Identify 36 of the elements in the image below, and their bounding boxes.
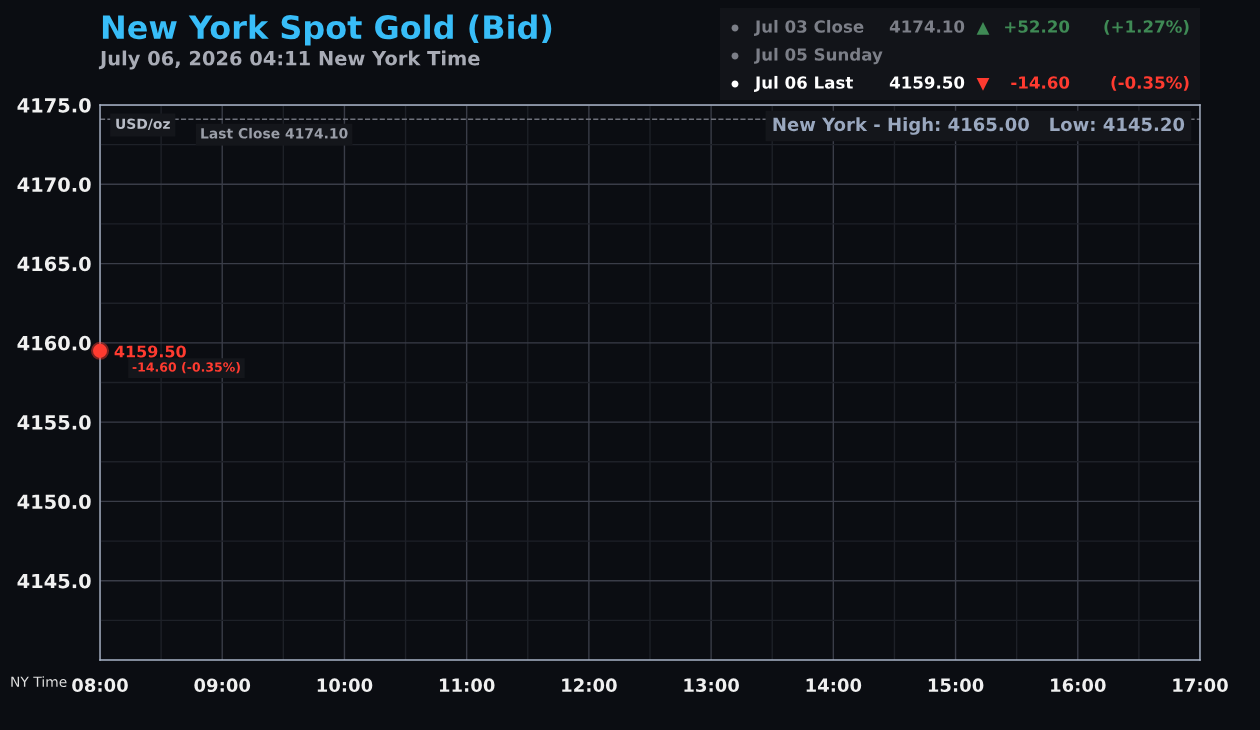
x-axis-title: NY Time	[11, 676, 67, 688]
y-tick-label: 4155.0	[17, 415, 91, 430]
y-tick-label: 4150.0	[17, 494, 91, 510]
x-tick-label: 13:00	[684, 678, 739, 693]
x-tick-label: 15:00	[928, 678, 984, 693]
y-tick-label: 4165.0	[17, 256, 91, 272]
text: (-0.35%)	[1111, 75, 1189, 91]
y-tick-label: 4145.0	[17, 573, 91, 589]
annotation: New York - High: 4165.00 Low: 4145.20	[773, 117, 1185, 135]
text: ▲	[976, 21, 990, 35]
y-tick-label: 4175.0	[17, 97, 91, 113]
x-tick-label: 14:00	[806, 678, 862, 693]
text: Jul 03 Close	[754, 19, 864, 36]
text: ▼	[976, 77, 990, 91]
chart-title: New York Spot Gold (Bid)	[102, 14, 552, 46]
ref-line-label: Last Close 4174.10	[201, 127, 348, 139]
text: Jul 06 Last	[754, 75, 853, 92]
data-label: 4159.50	[114, 345, 186, 358]
x-tick-label: 16:00	[1051, 678, 1106, 693]
text: +52.20	[1005, 20, 1070, 33]
text: 4159.50	[889, 76, 965, 89]
y-tick-label: 4170.0	[17, 177, 91, 192]
x-tick-label: 12:00	[562, 678, 617, 693]
text: Jul 05 Sunday	[754, 47, 883, 65]
x-tick-label: 08:00	[72, 678, 128, 693]
y-tick-label: 4160.0	[17, 335, 91, 351]
text: -14.60	[1011, 76, 1070, 89]
chart-subtitle: July 06, 2026 04:11 New York Time	[98, 50, 480, 70]
annotation: -14.60 (-0.35%)	[132, 362, 240, 374]
x-tick-label: 11:00	[439, 678, 495, 693]
x-tick-label: 10:00	[317, 678, 373, 693]
text: 4174.10	[889, 20, 965, 33]
x-tick-label: 17:00	[1173, 678, 1228, 693]
text: (+1.27%)	[1104, 19, 1189, 35]
x-tick-label: 09:00	[194, 678, 251, 693]
annotation: USD/oz	[116, 118, 170, 131]
